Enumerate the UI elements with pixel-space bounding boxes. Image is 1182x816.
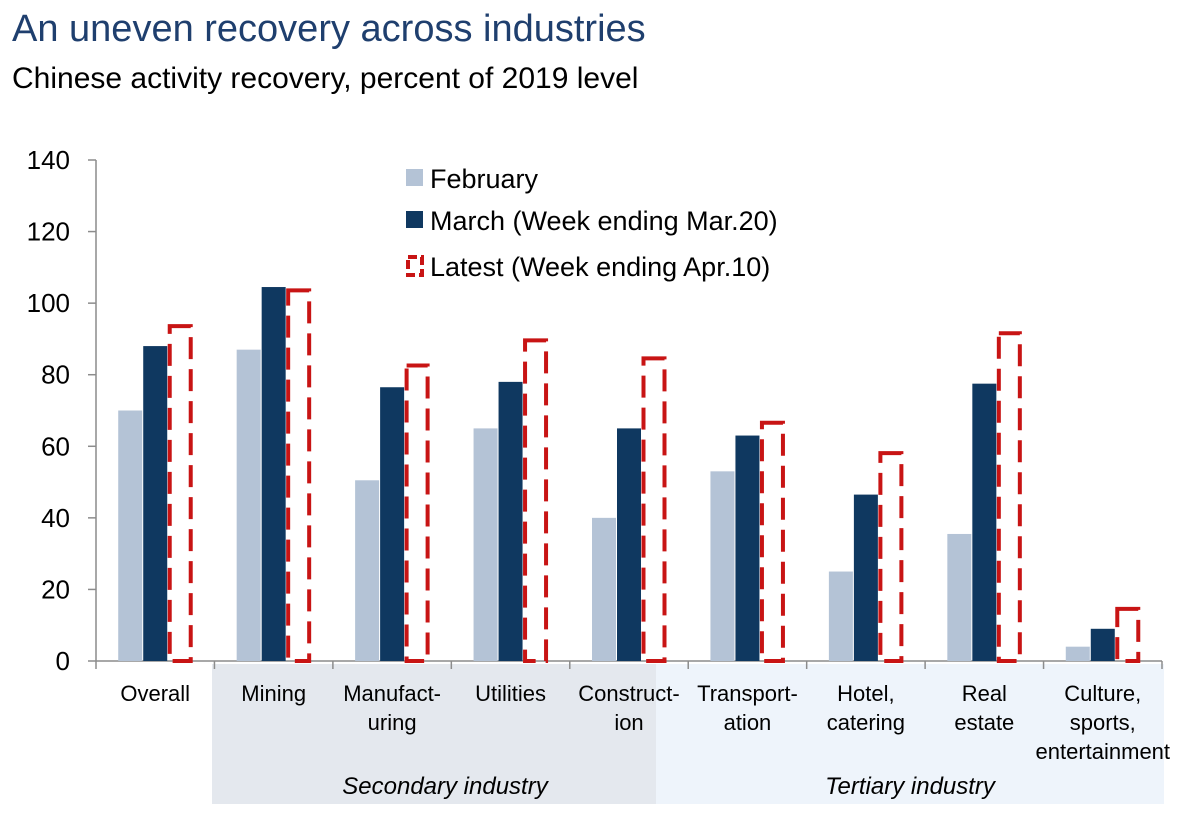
bar-february: [473, 428, 498, 661]
bar-february: [592, 517, 616, 661]
group-label: Tertiary industry: [825, 773, 997, 800]
x-category-label: Overall: [120, 681, 190, 706]
bar-february: [710, 471, 735, 661]
x-category-label: entertainment: [1036, 739, 1171, 764]
bar-latest: [523, 338, 549, 663]
x-category-label: Real: [962, 681, 1007, 706]
bar-latest: [878, 451, 904, 663]
x-category-label: Construct-: [578, 681, 679, 706]
bar-latest: [404, 363, 430, 663]
legend-label: Latest (Week ending Apr.10): [430, 252, 770, 282]
y-tick-label: 80: [41, 360, 70, 390]
bar-latest: [996, 331, 1022, 663]
x-category-label: uring: [368, 710, 417, 735]
bar-march: [261, 287, 286, 661]
y-tick-label: 100: [27, 288, 70, 318]
y-tick-label: 40: [41, 503, 70, 533]
group-band-secondary: [212, 664, 678, 804]
bar-march: [853, 494, 878, 661]
bar-march: [972, 383, 997, 661]
bar-march: [735, 435, 760, 661]
x-category-label: catering: [827, 710, 905, 735]
bar-latest: [759, 420, 785, 663]
bar-latest: [1115, 606, 1141, 663]
x-category-label: Utilities: [475, 681, 546, 706]
y-tick-label: 140: [27, 145, 70, 175]
bar-march: [143, 346, 168, 661]
x-category-label: sports,: [1070, 710, 1136, 735]
x-category-label: Culture,: [1064, 681, 1141, 706]
y-tick-label: 120: [27, 217, 70, 247]
bar-march: [1090, 628, 1115, 661]
bar-latest: [641, 356, 667, 663]
bar-february: [355, 480, 380, 661]
chart-subtitle: Chinese activity recovery, percent of 20…: [12, 62, 639, 95]
legend-swatch-february: [406, 169, 423, 186]
x-category-label: ion: [614, 710, 643, 735]
bar-march: [498, 381, 523, 661]
bar-february: [236, 349, 261, 661]
bar-march: [617, 428, 641, 661]
bar-march: [380, 387, 405, 661]
y-tick-label: 0: [56, 646, 70, 676]
y-tick-label: 20: [41, 574, 70, 604]
x-category-label: Mining: [241, 681, 306, 706]
bar-february: [1065, 646, 1090, 661]
group-label: Secondary industry: [342, 773, 549, 800]
bar-latest: [286, 288, 312, 663]
bar-february: [118, 410, 143, 661]
bar-latest: [167, 324, 193, 663]
x-category-label: Manufact-: [343, 681, 441, 706]
x-category-label: Hotel,: [837, 681, 894, 706]
x-category-label: Transport-: [697, 681, 798, 706]
legend-label: March (Week ending Mar.20): [430, 206, 778, 236]
chart-title: An uneven recovery across industries: [12, 8, 646, 50]
legend-swatch-latest: [406, 255, 424, 277]
group-band-tertiary: [656, 664, 1164, 804]
x-category-label: ation: [724, 710, 772, 735]
bar-february: [947, 533, 972, 661]
bar-february: [828, 571, 853, 661]
legend-label: February: [430, 164, 539, 194]
legend-swatch-march: [406, 211, 423, 228]
y-tick-label: 60: [41, 431, 70, 461]
x-category-label: estate: [954, 710, 1014, 735]
